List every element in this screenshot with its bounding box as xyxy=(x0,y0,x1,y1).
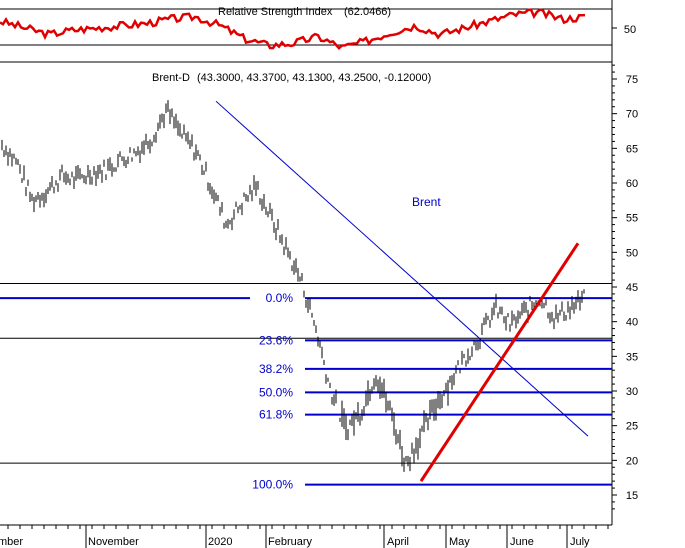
y-tick-label: 45 xyxy=(626,282,638,294)
x-tick-label: May xyxy=(449,536,470,548)
y-tick-label: 20 xyxy=(626,455,638,467)
y-tick-label: 60 xyxy=(626,178,638,190)
rsi-line xyxy=(0,8,586,50)
x-tick-label: mber xyxy=(0,536,23,548)
price-header-label: Brent-D xyxy=(152,72,190,84)
y-tick-label: 25 xyxy=(626,421,638,433)
fib-level-label: 38.2% xyxy=(259,362,293,376)
uptrend-line xyxy=(419,242,580,482)
y-tick-label: 65 xyxy=(626,143,638,155)
x-tick-label: 2020 xyxy=(208,536,232,548)
x-tick-label: July xyxy=(570,536,590,548)
fib-level-label: 23.6% xyxy=(259,333,293,347)
rsi-tick-label: 50 xyxy=(624,24,636,36)
y-tick-label: 30 xyxy=(626,386,638,398)
y-tick-label: 15 xyxy=(626,490,638,502)
x-tick-label: November xyxy=(88,536,139,548)
y-tick-label: 75 xyxy=(626,74,638,86)
x-tick-label: April xyxy=(387,536,409,548)
price-header-values: (43.3000, 43.3700, 43.1300, 43.2500, -0.… xyxy=(197,72,431,84)
fib-level-label: 50.0% xyxy=(259,385,293,399)
x-tick-label: February xyxy=(268,536,313,548)
y-tick-label: 55 xyxy=(626,213,638,225)
y-tick-label: 50 xyxy=(626,247,638,259)
series-name-label: Brent xyxy=(412,195,441,209)
fib-level-label: 100.0% xyxy=(252,478,293,492)
y-tick-label: 35 xyxy=(626,351,638,363)
x-tick-label: June xyxy=(510,536,534,548)
rsi-title: Relative Strength Index xyxy=(218,6,333,18)
downtrend-line xyxy=(215,100,589,437)
fib-level-label: 61.8% xyxy=(259,408,293,422)
fib-level-label: 0.0% xyxy=(266,291,294,305)
y-tick-label: 70 xyxy=(626,109,638,121)
y-tick-label: 40 xyxy=(626,317,638,329)
rsi-value: (62.0466) xyxy=(344,6,391,18)
